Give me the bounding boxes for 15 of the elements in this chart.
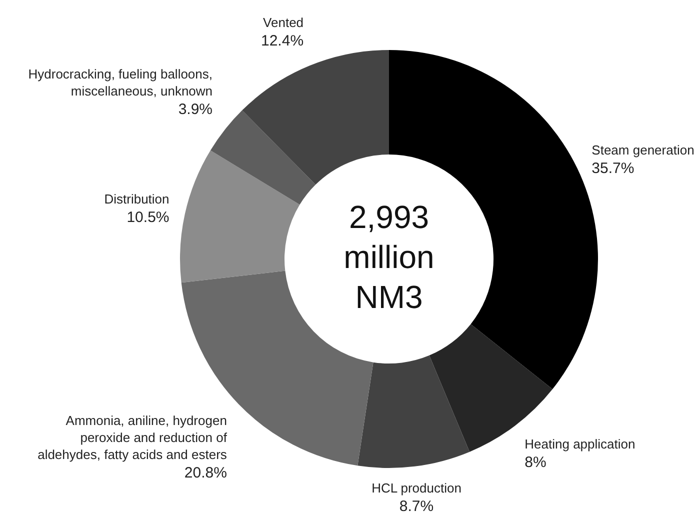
data-label: 20.8% <box>184 464 227 482</box>
slice-label: HCL production <box>372 480 462 496</box>
slice-label: Heating application <box>524 436 636 452</box>
data-label: 12.4% <box>261 32 304 50</box>
data-label: 3.9% <box>178 101 213 118</box>
data-label: 8.7% <box>399 498 434 515</box>
slice-label: Ammonia, aniline, hydrogen peroxide and reduction of aldehydes, fatty acids and esters <box>38 413 228 462</box>
slice-label: Distribution <box>104 192 170 207</box>
slice-label: Hydrocracking, fueling balloons, miscellaneous, unknown <box>28 66 213 99</box>
slice-label: Steam generation <box>592 142 694 158</box>
slice-label: Vented <box>263 14 304 30</box>
data-label: 10.5% <box>126 209 170 226</box>
data-label: 8% <box>524 454 546 472</box>
data-label: 35.7% <box>592 160 634 177</box>
text: 2,993 million NM3 <box>344 198 434 315</box>
